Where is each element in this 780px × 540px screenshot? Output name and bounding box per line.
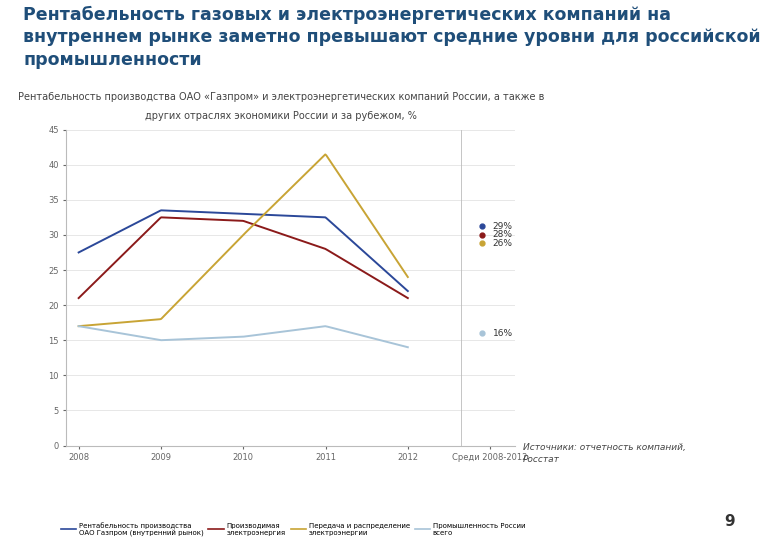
Text: Рентабельность газовых и электроэнергетических компаний на
внутреннем рынке заме: Рентабельность газовых и электроэнергети… xyxy=(23,5,761,69)
Legend: Рентабельность производства
ОАО Газпром (внутренний рынок), Производимая
электро: Рентабельность производства ОАО Газпром … xyxy=(61,522,525,537)
Text: других отраслях экономики России и за рубежом, %: других отраслях экономики России и за ру… xyxy=(145,111,417,121)
Text: 16%: 16% xyxy=(493,329,512,338)
Text: 9: 9 xyxy=(724,514,735,529)
Text: 28%: 28% xyxy=(493,231,512,239)
Text: Рентабельность производства ОАО «Газпром» и электроэнергетических компаний Росси: Рентабельность производства ОАО «Газпром… xyxy=(18,92,544,102)
Text: 26%: 26% xyxy=(493,239,512,248)
Text: 29%: 29% xyxy=(493,222,512,231)
Text: Источники: отчетность компаний,
Росстат: Источники: отчетность компаний, Росстат xyxy=(523,443,686,464)
